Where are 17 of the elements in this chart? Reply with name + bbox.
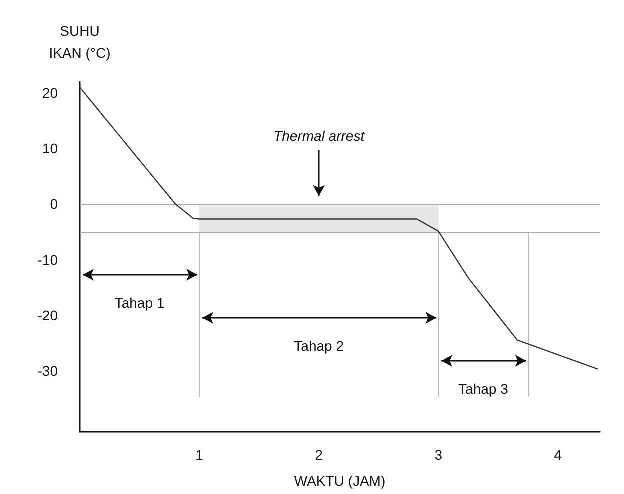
annotation: Tahap 3 <box>458 381 509 397</box>
y-tick-label: -20 <box>38 307 58 324</box>
annotation: Thermal arrest <box>274 128 366 144</box>
y-tick-label: 20 <box>42 85 58 102</box>
y-tick-label: 0 <box>50 196 58 212</box>
y-tick-label: -30 <box>38 362 58 379</box>
y-axis-title: SUHU IKAN (°C) <box>49 23 111 61</box>
y-tick-label: 10 <box>42 140 58 157</box>
x-tick-label: 4 <box>554 447 562 463</box>
y-tick-label: -10 <box>38 252 58 268</box>
x-tick-label: 3 <box>434 447 443 463</box>
x-axis-title: WAKTU (JAM) <box>294 473 386 489</box>
annotation: Tahap 2 <box>294 338 344 354</box>
line-series <box>79 86 598 370</box>
x-tick-label: 1 <box>196 447 204 463</box>
x-tick-label: 2 <box>315 447 324 463</box>
annotation: Tahap 1 <box>114 295 165 311</box>
